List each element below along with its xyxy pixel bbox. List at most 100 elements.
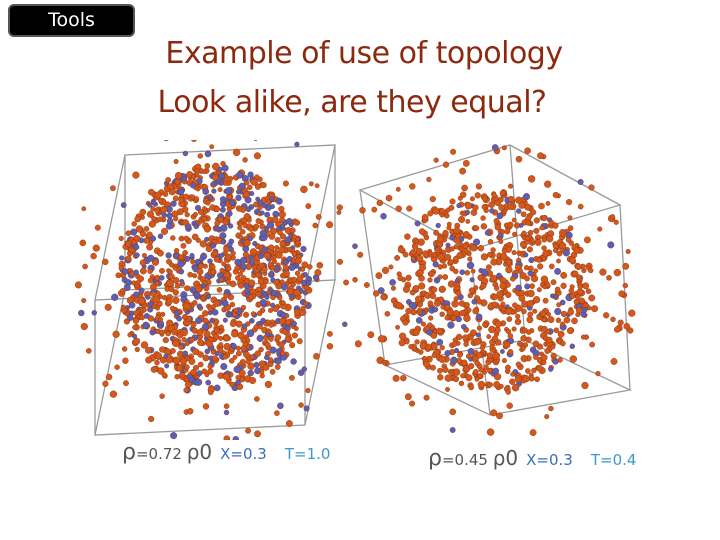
- particle: [487, 239, 494, 245]
- particle: [265, 319, 271, 325]
- particle: [410, 308, 417, 316]
- particle: [202, 188, 209, 195]
- particle: [542, 249, 550, 257]
- particle: [255, 183, 262, 190]
- particle: [227, 194, 233, 200]
- particle: [546, 235, 554, 243]
- particle: [505, 258, 513, 266]
- particle: [246, 329, 255, 338]
- particle: [473, 285, 479, 291]
- particle: [528, 257, 535, 264]
- particle: [503, 341, 511, 349]
- particle: [78, 309, 85, 317]
- particle: [223, 271, 231, 279]
- particle: [567, 225, 574, 231]
- particle: [523, 252, 529, 258]
- particle: [197, 153, 204, 159]
- particle: [461, 359, 468, 366]
- particle: [157, 249, 164, 257]
- particle: [291, 251, 297, 257]
- caption-right: ρ=0.45 ρ0 X=0.3 T=0.4: [428, 446, 636, 471]
- particle: [409, 400, 416, 407]
- particle: [473, 225, 480, 232]
- particle: [476, 298, 483, 305]
- particle: [430, 364, 436, 371]
- particle: [316, 262, 324, 269]
- particle: [193, 223, 200, 230]
- particle: [102, 258, 109, 266]
- particle: [211, 309, 219, 316]
- particle: [432, 306, 439, 313]
- particle: [174, 171, 183, 180]
- particle: [172, 195, 179, 202]
- particle: [581, 306, 588, 313]
- particle: [122, 268, 129, 275]
- particle: [524, 147, 531, 154]
- particle: [199, 240, 207, 248]
- particle: [292, 234, 297, 240]
- particle: [449, 246, 455, 252]
- particle: [491, 192, 497, 198]
- particle: [591, 305, 599, 313]
- particle: [269, 264, 276, 271]
- particle: [172, 265, 178, 271]
- particle: [533, 268, 539, 274]
- particle: [199, 256, 205, 262]
- particle: [302, 271, 308, 277]
- particle: [229, 199, 236, 206]
- particle: [308, 181, 314, 187]
- particle: [214, 351, 220, 357]
- particle: [253, 201, 260, 208]
- particle: [474, 360, 480, 366]
- particle: [595, 371, 601, 377]
- particle: [300, 245, 307, 253]
- particle: [261, 266, 268, 273]
- particle: [395, 324, 400, 330]
- particle: [253, 223, 260, 230]
- particle: [478, 367, 485, 373]
- particle: [433, 157, 439, 163]
- particle: [458, 242, 464, 248]
- particle: [305, 388, 311, 394]
- particle: [220, 362, 228, 370]
- particle: [622, 282, 628, 289]
- particle: [81, 206, 87, 212]
- particle: [505, 364, 511, 371]
- particle: [373, 290, 380, 297]
- particle: [516, 208, 522, 214]
- particle: [282, 264, 289, 271]
- particle: [545, 336, 553, 344]
- particle: [520, 211, 527, 218]
- particle: [249, 191, 255, 197]
- particle: [582, 282, 590, 290]
- particle: [436, 235, 444, 243]
- particle: [574, 293, 581, 300]
- particle: [256, 310, 263, 317]
- particle: [520, 345, 526, 351]
- particle: [178, 197, 185, 203]
- tools-tag: Tools: [8, 4, 135, 37]
- particle: [164, 363, 170, 369]
- particle: [160, 205, 168, 213]
- particle: [139, 208, 147, 216]
- particle: [205, 200, 211, 206]
- particle: [603, 312, 610, 319]
- particle: [210, 304, 216, 310]
- particle: [228, 223, 234, 229]
- particle: [201, 216, 208, 222]
- rho-symbol: ρ: [428, 446, 442, 471]
- particle: [256, 334, 264, 342]
- particle: [173, 159, 179, 165]
- particle: [410, 249, 417, 256]
- particle: [268, 336, 274, 342]
- particle: [223, 245, 230, 253]
- particle: [237, 221, 243, 227]
- particle: [473, 337, 481, 346]
- particle: [190, 321, 197, 328]
- particle: [343, 279, 349, 286]
- particle: [414, 339, 420, 345]
- particle: [218, 324, 224, 330]
- particle: [182, 150, 189, 157]
- particle: [134, 215, 141, 223]
- particle: [243, 351, 250, 358]
